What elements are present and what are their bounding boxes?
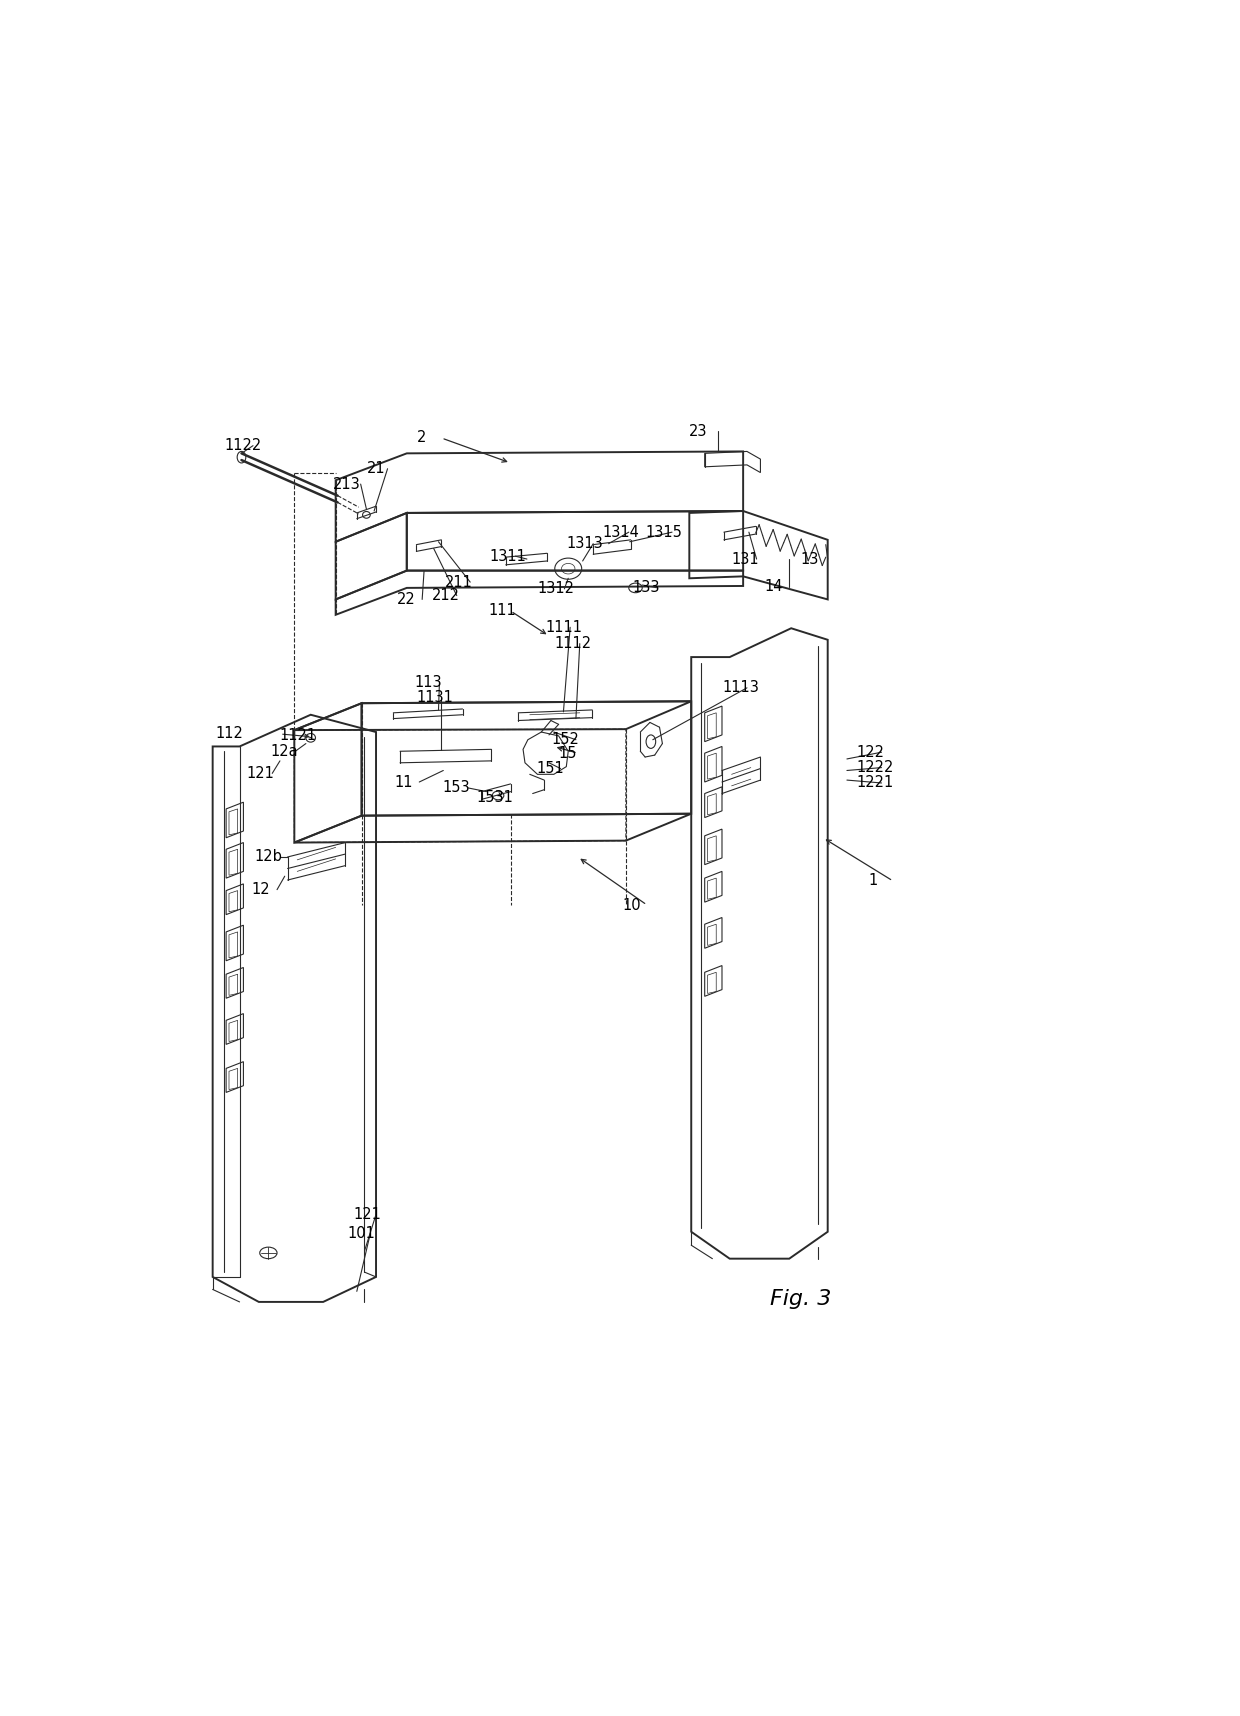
Text: 13: 13 [801, 551, 820, 566]
Text: 1531: 1531 [477, 789, 513, 805]
Text: 22: 22 [397, 592, 415, 607]
Text: 12: 12 [250, 882, 270, 897]
Text: Fig. 3: Fig. 3 [770, 1289, 831, 1309]
Text: 12a: 12a [270, 743, 298, 758]
Text: 213: 213 [332, 477, 361, 491]
Text: 1315: 1315 [645, 525, 682, 539]
Ellipse shape [237, 451, 246, 463]
Text: 1222: 1222 [857, 760, 894, 776]
Text: 23: 23 [689, 424, 708, 439]
Text: 1314: 1314 [603, 525, 640, 539]
Text: 14: 14 [764, 580, 782, 594]
Text: 21: 21 [367, 462, 386, 477]
Text: 113: 113 [414, 674, 443, 690]
Text: 112: 112 [216, 726, 243, 741]
Text: 152: 152 [552, 733, 580, 746]
Text: 212: 212 [432, 589, 460, 602]
Text: 101: 101 [347, 1227, 374, 1241]
Text: 1121: 1121 [280, 728, 317, 743]
Text: 12b: 12b [254, 849, 281, 865]
Text: 1112: 1112 [554, 637, 591, 650]
Text: 121: 121 [353, 1206, 381, 1222]
Text: 1122: 1122 [224, 438, 262, 453]
Text: 211: 211 [445, 575, 474, 590]
Text: 1312: 1312 [537, 582, 574, 597]
Text: 111: 111 [489, 604, 516, 618]
Text: 1311: 1311 [490, 549, 526, 563]
Text: 122: 122 [857, 745, 884, 760]
Text: 121: 121 [247, 765, 274, 781]
Text: 1221: 1221 [857, 776, 894, 791]
Text: 1: 1 [868, 873, 878, 889]
Text: 15: 15 [558, 746, 577, 760]
Text: 10: 10 [622, 897, 641, 913]
Text: 11: 11 [394, 774, 413, 789]
Text: 153: 153 [443, 781, 470, 795]
Text: 1313: 1313 [567, 535, 603, 551]
Text: 1131: 1131 [417, 690, 454, 705]
Text: 133: 133 [632, 580, 660, 595]
Text: 1111: 1111 [546, 619, 582, 635]
Text: 2: 2 [418, 431, 427, 446]
Text: 151: 151 [537, 762, 564, 776]
Text: 1113: 1113 [722, 680, 759, 695]
Text: 131: 131 [732, 551, 759, 566]
